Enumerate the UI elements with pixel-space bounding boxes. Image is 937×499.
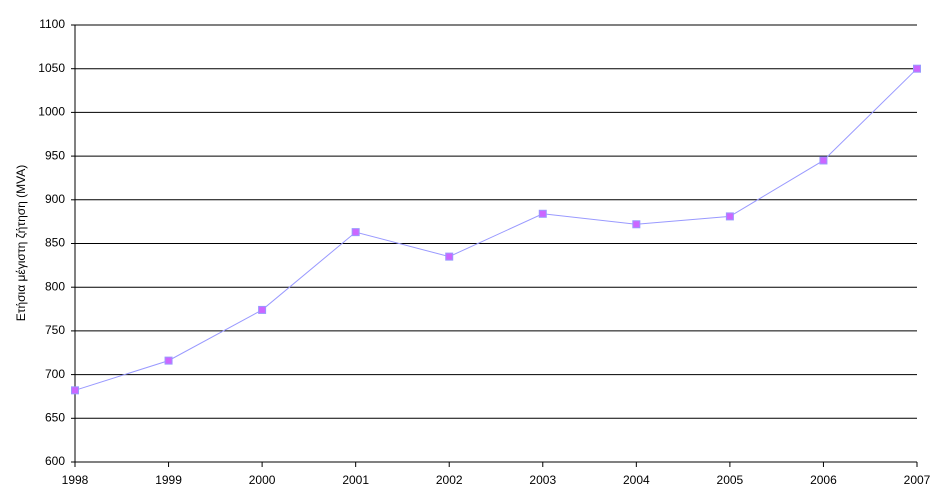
y-tick-label: 600 (45, 454, 65, 468)
data-point (164, 356, 173, 365)
y-tick-label: 1100 (39, 17, 65, 31)
data-point (258, 305, 267, 314)
y-tick-label: 950 (45, 148, 65, 162)
y-tick-label: 850 (45, 236, 65, 250)
data-point (913, 64, 921, 73)
y-tick-label: 1050 (38, 61, 65, 75)
data-line (74, 68, 918, 391)
x-tick-label: 2000 (249, 473, 276, 487)
data-point (725, 212, 734, 221)
x-tick-label: 2004 (623, 473, 650, 487)
x-tick-label: 2005 (717, 473, 744, 487)
x-tick-label: 2001 (342, 473, 369, 487)
y-tick-label: 900 (45, 192, 65, 206)
x-tick-label: 2003 (529, 473, 556, 487)
y-tick-label: 1000 (38, 105, 65, 119)
y-tick-label: 700 (45, 367, 65, 381)
y-tick-label: 650 (45, 410, 65, 424)
data-point (445, 252, 454, 261)
data-point (632, 220, 641, 229)
data-point (71, 386, 79, 395)
y-axis-label: Ετήσια μέγιστη ζήτηση (MVA) (14, 165, 28, 322)
y-tick-label: 750 (45, 323, 65, 337)
x-tick-label: 1998 (62, 473, 89, 487)
x-tick-label: 2006 (810, 473, 837, 487)
data-point (819, 156, 828, 165)
data-point (538, 209, 547, 218)
data-point (351, 228, 360, 237)
x-tick-label: 2002 (436, 473, 463, 487)
x-tick-label: 2007 (904, 473, 931, 487)
x-tick-label: 1999 (155, 473, 182, 487)
y-tick-label: 800 (45, 279, 65, 293)
